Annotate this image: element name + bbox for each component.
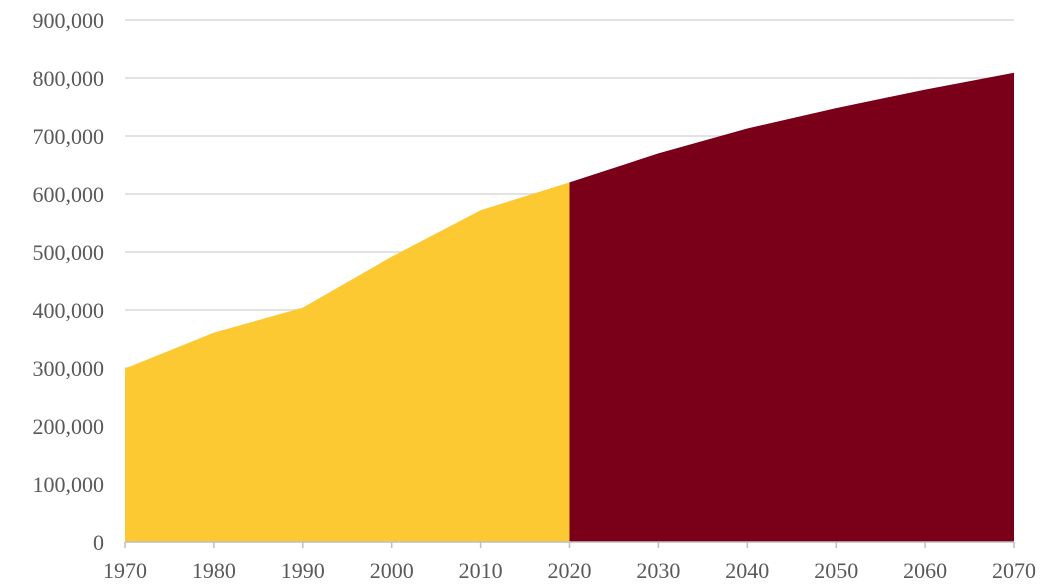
x-tick-label: 2030: [636, 558, 680, 583]
y-tick-label: 100,000: [33, 472, 105, 497]
y-tick-label: 500,000: [33, 240, 105, 265]
x-tick-label: 2070: [992, 558, 1036, 583]
y-tick-label: 900,000: [33, 8, 105, 33]
y-tick-label: 700,000: [33, 124, 105, 149]
x-axis-tick-labels: 1970 1980 1990 2000 2010 2020 2030 2040 2050 2060…: [103, 558, 1036, 583]
y-tick-label: 600,000: [33, 182, 105, 207]
x-tick-label: 1970: [103, 558, 147, 583]
y-tick-label: 800,000: [33, 66, 105, 91]
axes: [124, 541, 1015, 548]
x-tick-label: 2010: [459, 558, 503, 583]
area-series-1: [125, 182, 570, 542]
y-tick-label: 400,000: [33, 298, 105, 323]
x-tick-label: 2050: [814, 558, 858, 583]
x-tick-label: 2040: [725, 558, 769, 583]
y-tick-label: 200,000: [33, 414, 105, 439]
x-tick-label: 2000: [370, 558, 414, 583]
y-axis-tick-labels: 0 100,000 200,000 300,000 400,000 500,000 600,…: [33, 8, 105, 555]
area-series-2: [569, 72, 1014, 542]
x-tick-label: 2060: [903, 558, 947, 583]
x-tick-label: 2020: [548, 558, 592, 583]
area-series-group: [125, 72, 1014, 542]
y-tick-label: 0: [93, 530, 104, 555]
y-tick-label: 300,000: [33, 356, 105, 381]
x-tick-label: 1990: [281, 558, 325, 583]
x-tick-label: 1980: [192, 558, 236, 583]
